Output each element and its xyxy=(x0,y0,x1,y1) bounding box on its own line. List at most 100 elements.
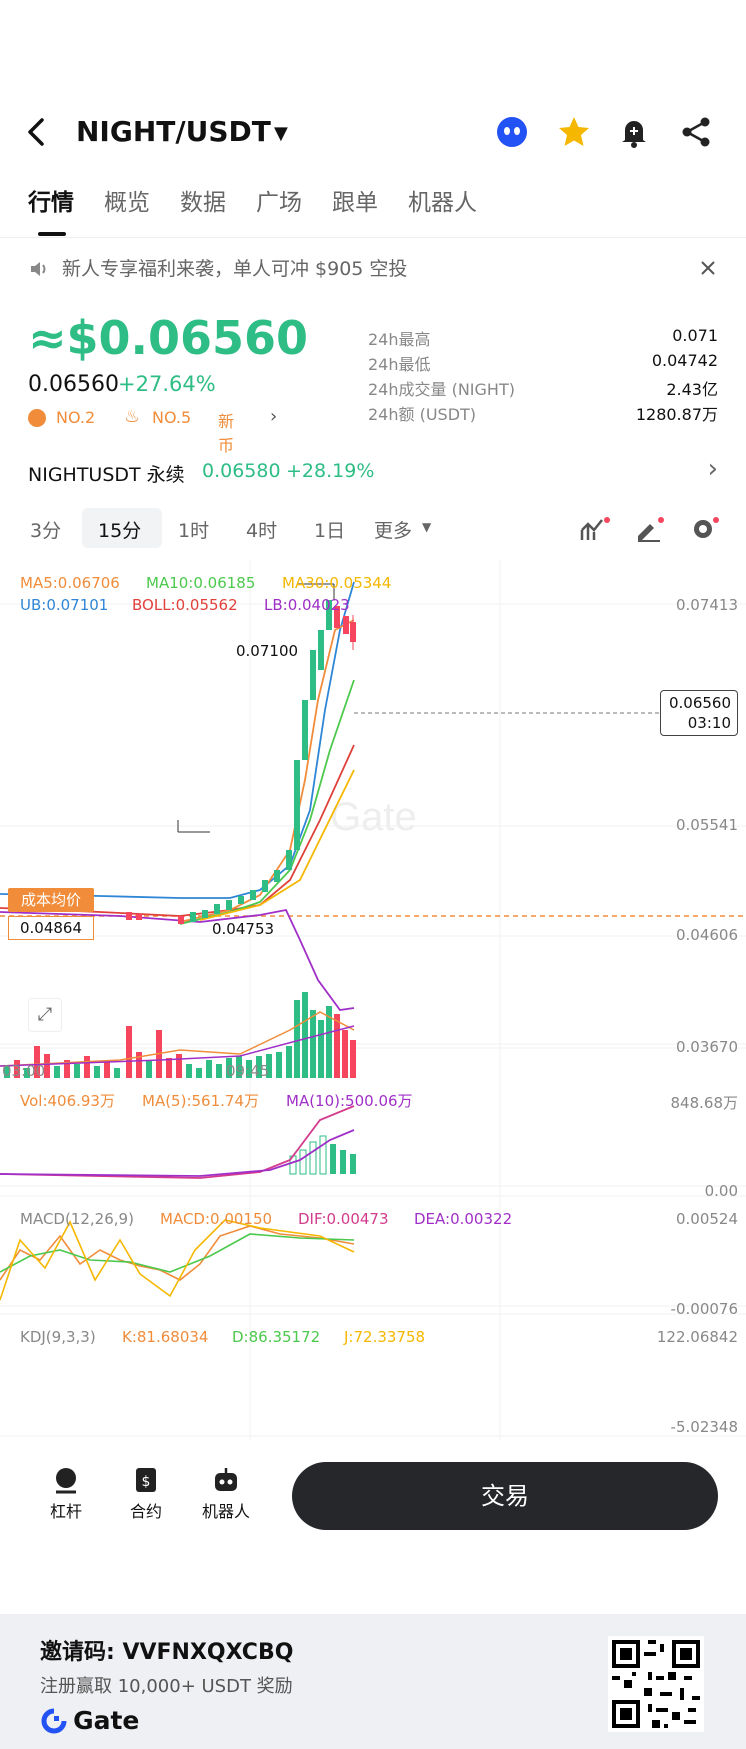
tab-data[interactable]: 数据 xyxy=(180,190,226,216)
boll-legend: BOLL:0.05562 xyxy=(132,596,238,614)
tab-bot[interactable]: 机器人 xyxy=(408,190,477,216)
candle xyxy=(126,912,132,920)
tab-square[interactable]: 广场 xyxy=(256,190,302,216)
notice-banner[interactable]: 新人专享福利来袭，单人可冲 $905 空投 xyxy=(0,248,746,288)
vol-bar xyxy=(24,1068,30,1078)
leverage-button[interactable]: 杠杆 xyxy=(36,1464,96,1522)
high-price-label: 0.07100 xyxy=(236,642,299,660)
tab-overview[interactable]: 概览 xyxy=(104,190,150,216)
perp-price: 0.06580 xyxy=(202,460,281,482)
tab-market[interactable]: 行情 xyxy=(28,190,74,216)
d-value: D:86.35172 xyxy=(232,1328,321,1346)
macd-bar xyxy=(340,1150,346,1174)
vol-bar xyxy=(196,1068,202,1078)
timeframe-1h[interactable]: 1时 xyxy=(178,520,210,542)
candles xyxy=(126,600,356,924)
candle xyxy=(334,606,340,628)
stat-label: 24h最高 xyxy=(368,330,431,349)
timeframe-15m[interactable]: 15分 xyxy=(98,520,142,542)
vol-bar xyxy=(14,1060,20,1078)
chevron-down-icon[interactable]: ▼ xyxy=(274,123,288,144)
stat-value: 2.43亿 xyxy=(666,380,718,399)
vol-bar xyxy=(294,1000,300,1078)
invite-footer: 邀请码: VVFNXQXCBQ 注册赢取 10,000+ USDT 奖励 Gat… xyxy=(0,1614,746,1749)
top-nav: NIGHT/USDT ▼ xyxy=(0,100,746,164)
contract-button[interactable]: $ 合约 xyxy=(116,1464,176,1522)
candle xyxy=(178,916,184,924)
share-icon[interactable] xyxy=(678,114,714,150)
y-axis-tick: 0.04606 xyxy=(675,926,738,944)
star-icon[interactable] xyxy=(556,114,592,150)
y-axis-tick: 0.05541 xyxy=(675,816,738,834)
draw-icon[interactable] xyxy=(634,516,664,546)
leverage-icon xyxy=(36,1464,96,1498)
vol-bar xyxy=(176,1054,182,1078)
perp-row[interactable]: NIGHTUSDT 永续 0.06580 +28.19% › xyxy=(0,452,746,492)
timeframe-1d[interactable]: 1日 xyxy=(314,520,346,542)
close-icon[interactable] xyxy=(698,258,718,282)
lb-line xyxy=(0,908,355,1011)
candle xyxy=(238,896,244,904)
dea-value: DEA:0.00322 xyxy=(414,1210,513,1228)
vol-bar xyxy=(166,1058,172,1078)
vol-bar xyxy=(126,1026,132,1078)
j-line xyxy=(0,1219,355,1301)
chart-watermark: Gate xyxy=(330,795,417,839)
k-line xyxy=(0,1225,355,1281)
vol-bar xyxy=(236,1056,242,1078)
macd-y-bottom: -0.00076 xyxy=(670,1300,738,1318)
back-icon[interactable] xyxy=(24,114,56,150)
ub-line xyxy=(0,581,355,899)
macd-value: MACD:0.00150 xyxy=(160,1210,273,1228)
active-tab-indicator xyxy=(38,232,66,236)
mascot-icon[interactable] xyxy=(494,114,530,150)
indicator-icon[interactable] xyxy=(580,516,610,546)
candle xyxy=(286,850,292,870)
stat-value: 1280.87万 xyxy=(635,405,718,424)
price-change: +27.64% xyxy=(118,372,216,396)
macd-histogram xyxy=(289,1135,356,1175)
fullscreen-icon[interactable]: ⤢ xyxy=(28,998,62,1032)
ma30-legend: MA30:0.05344 xyxy=(282,574,392,592)
macd-bar xyxy=(350,1154,356,1174)
settings-icon[interactable] xyxy=(690,516,720,546)
chevron-right-icon[interactable]: › xyxy=(270,406,278,427)
candle xyxy=(343,616,349,634)
bot-button[interactable]: 机器人 xyxy=(196,1464,256,1522)
bot-label: 机器人 xyxy=(201,1502,250,1521)
timeframe-4h[interactable]: 4时 xyxy=(246,520,278,542)
vol-bar xyxy=(334,1014,340,1078)
rank-icon xyxy=(28,409,46,427)
gate-logo-icon xyxy=(41,1708,67,1733)
speaker-icon xyxy=(28,258,50,284)
perp-name: NIGHTUSDT 永续 xyxy=(28,464,185,486)
chevron-down-icon[interactable]: ▼ xyxy=(422,520,432,534)
vol-y-bottom: 0.00 xyxy=(704,1182,738,1200)
cost-label: 成本均价 xyxy=(8,888,94,912)
macd-bar xyxy=(330,1144,336,1174)
trade-button[interactable]: 交易 xyxy=(292,1462,718,1530)
stat-label: 24h成交量 (NIGHT) xyxy=(368,380,515,399)
macd-title: MACD(12,26,9) xyxy=(20,1210,134,1228)
vol-bar xyxy=(342,1030,348,1078)
contract-label: 合约 xyxy=(129,1502,162,1521)
dif-value: DIF:0.00473 xyxy=(298,1210,389,1228)
tab-copy-trade[interactable]: 跟单 xyxy=(332,190,378,216)
kdj-title: KDJ(9,3,3) xyxy=(20,1328,96,1346)
candle xyxy=(326,600,332,630)
gate-logo: Gate xyxy=(40,1706,139,1738)
bell-plus-icon[interactable] xyxy=(616,114,652,150)
timeframe-more[interactable]: 更多 xyxy=(374,520,413,542)
vol-bar xyxy=(326,1006,332,1078)
vol-bar xyxy=(84,1056,90,1078)
notice-text: 新人专享福利来袭，单人可冲 $905 空投 xyxy=(62,258,408,280)
pair-title[interactable]: NIGHT/USDT xyxy=(76,115,271,148)
kline-chart[interactable]: Gate xyxy=(0,560,746,1440)
cost-value: 0.04864 xyxy=(8,916,94,940)
vol-bar xyxy=(266,1054,272,1078)
hot-badge: NO.5 xyxy=(152,408,192,427)
timeframe-3m[interactable]: 3分 xyxy=(30,520,62,542)
fire-icon: ♨ xyxy=(124,406,141,427)
stat-label: 24h额 (USDT) xyxy=(368,405,477,424)
new-badge: 新币 xyxy=(218,412,235,455)
